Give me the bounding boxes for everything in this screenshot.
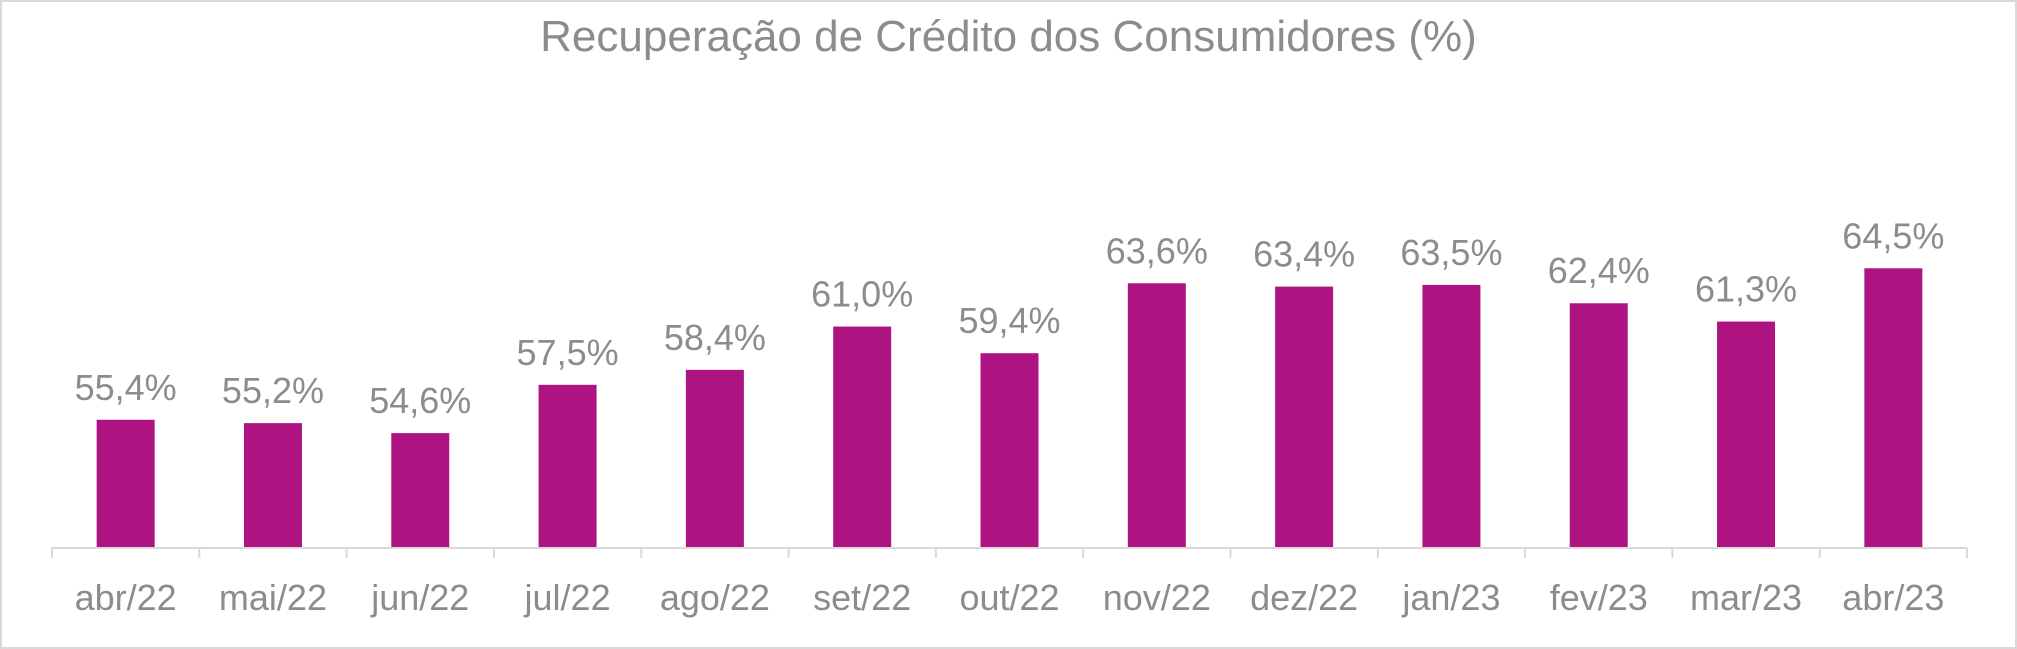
bar-set-22 bbox=[833, 326, 892, 548]
x-tick-label: mar/23 bbox=[1690, 577, 1802, 618]
bar-abr-23 bbox=[1864, 268, 1923, 548]
bar-fev-23 bbox=[1569, 303, 1628, 548]
x-tick-label: jul/22 bbox=[524, 577, 611, 618]
data-label: 57,5% bbox=[517, 332, 619, 373]
data-label: 58,4% bbox=[664, 317, 766, 358]
data-label: 63,5% bbox=[1400, 232, 1502, 273]
x-tick-label: ago/22 bbox=[660, 577, 770, 618]
data-label: 64,5% bbox=[1842, 215, 1944, 256]
data-label: 55,2% bbox=[222, 370, 324, 411]
bar-mar-23 bbox=[1717, 321, 1776, 548]
data-label: 62,4% bbox=[1548, 250, 1650, 291]
chart-title: Recuperação de Crédito dos Consumidores … bbox=[540, 12, 1477, 61]
data-label: 59,4% bbox=[958, 300, 1060, 341]
data-label: 55,4% bbox=[75, 367, 177, 408]
x-tick-label: dez/22 bbox=[1250, 577, 1358, 618]
x-tick-label: abr/22 bbox=[75, 577, 177, 618]
x-tick-label: jan/23 bbox=[1401, 577, 1500, 618]
bar-nov-22 bbox=[1127, 283, 1186, 548]
bar-out-22 bbox=[980, 353, 1039, 548]
data-label: 61,3% bbox=[1695, 269, 1797, 310]
data-label: 63,4% bbox=[1253, 234, 1355, 275]
x-tick-label: out/22 bbox=[959, 577, 1059, 618]
bar-dez-22 bbox=[1275, 286, 1334, 548]
x-tick-label: set/22 bbox=[813, 577, 911, 618]
bar-abr-22 bbox=[96, 419, 155, 548]
bar-jan-23 bbox=[1422, 284, 1481, 548]
data-labels-layer: 55,4% 55,2% 54,6% 57,5% 58,4% 61,0% 59,4% 63,6%… bbox=[75, 215, 1945, 421]
data-label: 61,0% bbox=[811, 274, 913, 315]
bars-layer bbox=[96, 268, 1923, 548]
x-axis bbox=[51, 547, 1968, 558]
bar-mai-22 bbox=[243, 423, 302, 548]
data-label: 54,6% bbox=[369, 380, 471, 421]
bar-jul-22 bbox=[538, 384, 597, 548]
bar-jun-22 bbox=[391, 433, 450, 548]
data-label: 63,6% bbox=[1106, 230, 1208, 271]
x-tick-label: fev/23 bbox=[1550, 577, 1648, 618]
x-tick-label: nov/22 bbox=[1103, 577, 1211, 618]
bar-ago-22 bbox=[685, 369, 744, 548]
x-tick-label: mai/22 bbox=[219, 577, 327, 618]
x-tick-label: abr/23 bbox=[1842, 577, 1944, 618]
x-tick-labels-layer: abr/22 mai/22 jun/22 jul/22 ago/22 set/22 out/… bbox=[75, 577, 1945, 618]
x-tick-label: jun/22 bbox=[370, 577, 469, 618]
